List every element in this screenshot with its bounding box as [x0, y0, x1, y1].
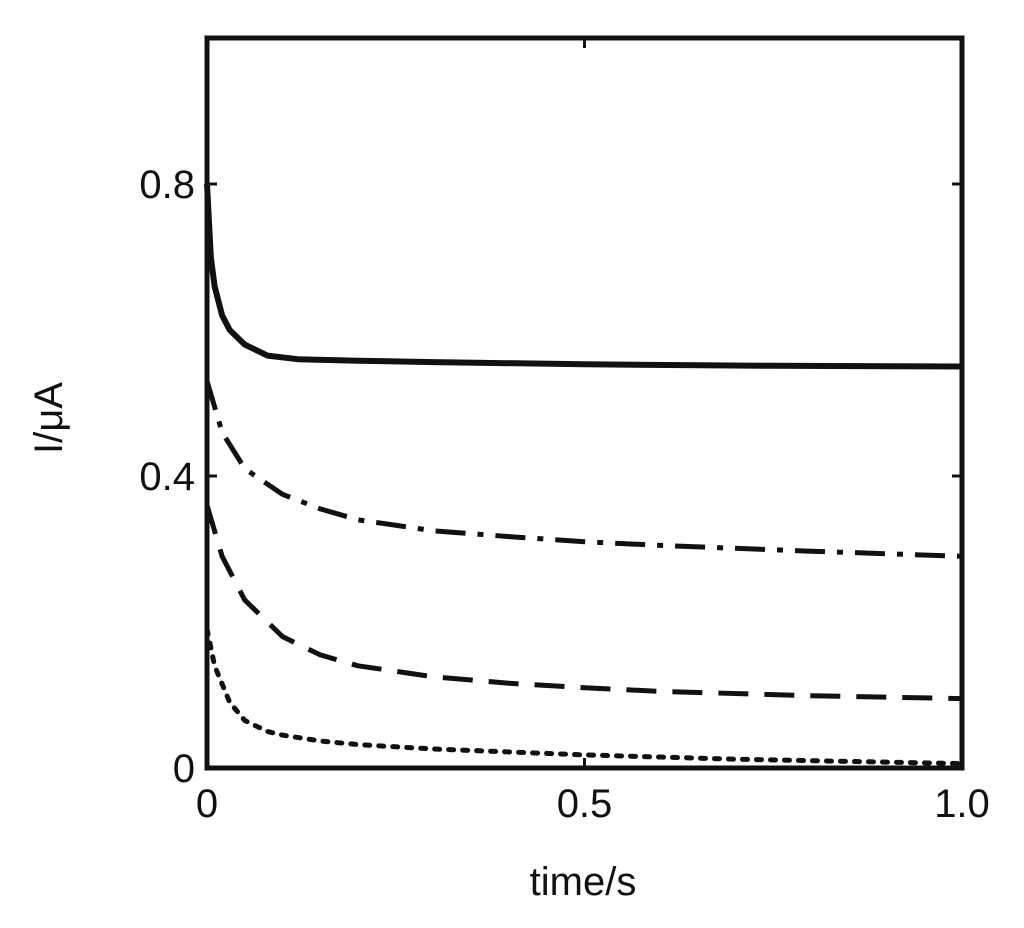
y-tick-label: 0.4: [139, 455, 195, 499]
axis-ticks: [205, 38, 964, 770]
x-tick-label: 0.5: [557, 782, 613, 826]
x-tick-label: 1.0: [934, 782, 990, 826]
y-tick-label: 0: [173, 747, 195, 791]
series-lines: [204, 183, 965, 767]
y-axis-label: I/μA: [27, 382, 71, 454]
plot-frame: [204, 35, 965, 771]
series-line-solid: [204, 183, 963, 370]
x-tick-labels: 0 0.5 1.0: [196, 782, 990, 826]
x-tick-label: 0: [196, 782, 218, 826]
y-tick-labels: 0 0.4 0.8: [139, 163, 195, 791]
series-line-dotted: [204, 626, 965, 767]
series-line-dashed: [204, 504, 963, 702]
series-line-dashdot: [204, 380, 963, 559]
y-tick-label: 0.8: [139, 163, 195, 207]
x-axis-label: time/s: [530, 860, 637, 904]
